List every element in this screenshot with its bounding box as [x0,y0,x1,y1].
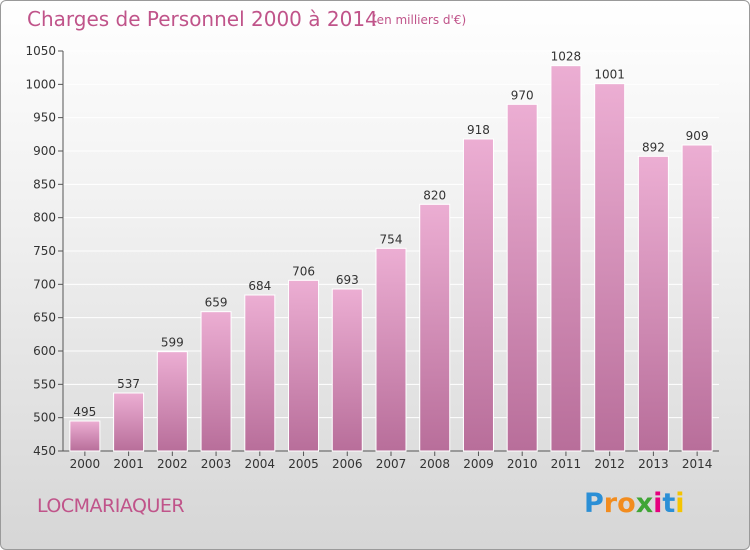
chart-title: Charges de Personnel 2000 à 2014 [27,7,378,31]
y-tick-label: 650 [33,311,56,325]
bar-value-label: 537 [117,377,140,391]
x-tick-label: 2002 [157,457,188,471]
bar [637,155,669,452]
bars [69,65,713,452]
proxiti-logo: Proxiti [584,488,685,519]
x-tick-label: 2003 [201,457,232,471]
y-tick-label: 450 [33,444,56,458]
bar [156,351,188,452]
bar [506,103,538,452]
y-tick-label: 600 [33,344,56,358]
bar-value-label: 918 [467,123,490,137]
x-tick-label: 2014 [682,457,713,471]
x-tick-label: 2005 [288,457,319,471]
chart-subtitle: (en milliers d'€) [372,13,467,27]
bar-value-label: 820 [423,188,446,202]
bar [681,144,713,452]
bar-value-label: 892 [642,140,665,154]
x-tick-label: 2013 [638,457,669,471]
bar-value-label: 599 [161,336,184,350]
y-tick-label: 700 [33,277,56,291]
bar [594,83,626,452]
bar-value-label: 754 [380,232,403,246]
bar [69,420,101,452]
logo-letter: o [617,488,636,519]
logo-letter: r [603,488,618,519]
bar-value-label: 495 [73,405,96,419]
bar-value-label: 1001 [594,68,625,82]
bar-value-label: 684 [248,279,271,293]
logo-letter: P [584,488,604,519]
x-tick-label: 2008 [419,457,450,471]
x-tick-label: 2012 [594,457,625,471]
bar-value-label: 693 [336,273,359,287]
bar [200,311,232,452]
y-tick-label: 850 [33,177,56,191]
x-tick-label: 2010 [507,457,538,471]
y-tick-label: 750 [33,244,56,258]
x-tick-label: 2006 [332,457,363,471]
bar [331,288,363,452]
bar [419,203,451,452]
x-tick-label: 2001 [113,457,144,471]
bar-value-label: 659 [205,296,228,310]
x-tick-label: 2007 [376,457,407,471]
bar [462,138,494,452]
bar [550,65,582,452]
labels: 450 500 550 600 650 700 750 800 850 900 950 1000 105… [25,44,712,471]
bar-value-label: 1028 [551,50,582,64]
logo-letter: i [675,488,685,519]
location-name: LOCMARIAQUER [37,495,185,517]
bar [288,279,320,452]
logo-letter: i [653,488,663,519]
logo-letter: t [662,488,676,519]
bar [244,294,276,452]
bar [113,392,145,452]
y-tick-label: 800 [33,211,56,225]
y-tick-label: 1050 [25,44,56,58]
bar-value-label: 970 [511,88,534,102]
bar-value-label: 706 [292,264,315,278]
y-tick-label: 550 [33,377,56,391]
bar-value-label: 909 [686,129,709,143]
x-tick-label: 2004 [245,457,276,471]
y-tick-label: 500 [33,411,56,425]
y-tick-label: 950 [33,111,56,125]
y-tick-label: 900 [33,144,56,158]
x-tick-label: 2000 [70,457,101,471]
logo-letter: x [635,488,654,519]
x-tick-label: 2011 [551,457,582,471]
bar [375,247,407,452]
x-tick-label: 2009 [463,457,494,471]
y-tick-label: 1000 [25,77,56,91]
